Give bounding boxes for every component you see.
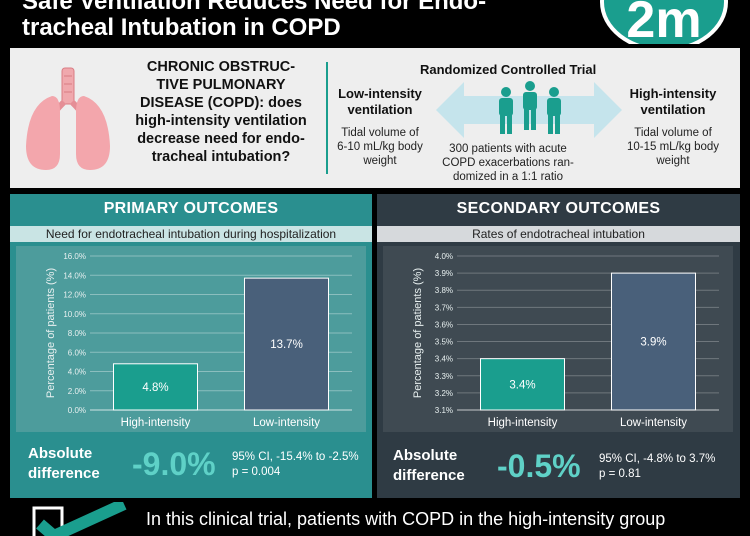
- intro-panel: CHRONIC OBSTRUC- TIVE PULMONARY DISEASE …: [10, 48, 740, 188]
- y-tick-label: 8.0%: [68, 329, 86, 338]
- secondary-bar-chart: 3.1% 3.2% 3.3% 3.4% 3.5% 3.6% 3.7% 3.8% 3.9% 4.0%…: [412, 252, 719, 429]
- arm-title-line: ventilation: [347, 102, 413, 117]
- chart-area: 3.1% 3.2% 3.3% 3.4% 3.5% 3.6% 3.7% 3.8% 3.9% 4.0%…: [383, 246, 733, 432]
- high-intensity-desc: Tidal volume of 10-15 mL/kg body weight: [620, 126, 726, 168]
- bar-low-intensity: [611, 272, 696, 411]
- rct-title: Randomized Controlled Trial: [420, 62, 597, 77]
- comparison-arrow-icon: [436, 81, 622, 138]
- checkmark-icon: [32, 502, 127, 536]
- logo-text: 2m: [626, 0, 702, 44]
- panel-title: PRIMARY OUTCOMES: [103, 200, 279, 217]
- abs-label-line: Absolute: [28, 445, 93, 462]
- confidence-interval: 95% CI, -4.8% to 3.7% p = 0.81: [599, 452, 715, 482]
- question-line: high-intensity ventilation: [135, 113, 307, 129]
- y-tick-label: 4.0%: [435, 252, 453, 261]
- arm-desc-line: 6-10 mL/kg body: [337, 141, 423, 153]
- y-axis-label: Percentage of patients (%): [45, 268, 57, 398]
- y-tick-label: 0.0%: [68, 406, 86, 415]
- p-value: p = 0.004: [232, 466, 281, 478]
- title-line-2: tracheal Intubation in COPD: [22, 14, 341, 41]
- y-tick-label: 3.5%: [435, 338, 453, 347]
- panel-title: SECONDARY OUTCOMES: [456, 200, 661, 217]
- x-tick-label: Low-intensity: [253, 417, 320, 429]
- conclusion-strip: In this clinical trial, patients with CO…: [0, 500, 750, 536]
- conclusion-text: In this clinical trial, patients with CO…: [146, 509, 666, 529]
- question-line: TIVE PULMONARY: [156, 77, 286, 93]
- trial-desc-line: 300 patients with acute: [449, 143, 567, 155]
- bar-value-label: 13.7%: [270, 339, 303, 351]
- low-intensity-desc: Tidal volume of 6-10 mL/kg body weight: [330, 126, 430, 168]
- bar-low-intensity: [244, 277, 329, 411]
- trial-desc-line: domized in a 1:1 ratio: [453, 171, 563, 183]
- p-value: p = 0.81: [599, 468, 641, 480]
- arm-desc-line: 10-15 mL/kg body: [626, 141, 720, 153]
- absolute-difference-label: Absolute difference: [393, 446, 465, 486]
- low-intensity-title: Low-intensity ventilation: [330, 86, 430, 118]
- research-question: CHRONIC OBSTRUC- TIVE PULMONARY DISEASE …: [122, 58, 320, 166]
- y-tick-label: 3.2%: [435, 389, 453, 398]
- y-tick-label: 3.8%: [435, 286, 453, 295]
- primary-bar-chart: 0.0% 2.0% 4.0% 6.0% 8.0% 10.0% 12.0% 14.0% 16.0%…: [45, 252, 352, 429]
- y-tick-label: 3.1%: [435, 406, 453, 415]
- arm-desc-line: Tidal volume of: [341, 127, 419, 139]
- abs-label-line: difference: [28, 465, 100, 482]
- header-banner: Safe Ventilation Reduces Need for Endo- …: [0, 0, 750, 44]
- absolute-difference-value: -9.0%: [132, 446, 216, 482]
- question-line: tracheal intubation?: [151, 149, 291, 165]
- primary-outcomes-panel: PRIMARY OUTCOMES Need for endotracheal i…: [10, 194, 372, 498]
- trial-desc-line: COPD exacerbations ran-: [442, 157, 574, 169]
- bar-high-intensity: [480, 358, 565, 411]
- x-tick-label: High-intensity: [121, 417, 191, 429]
- lungs-icon: [26, 67, 110, 170]
- arm-desc-line: Tidal volume of: [634, 127, 712, 139]
- panel-subtitle: Rates of endotracheal intubation: [377, 226, 740, 242]
- bar-value-label: 3.4%: [509, 379, 535, 391]
- bar-value-label: 3.9%: [640, 337, 666, 349]
- absolute-difference-label: Absolute difference: [28, 444, 100, 484]
- y-tick-label: 3.7%: [435, 303, 453, 312]
- panel-subtitle: Need for endotracheal intubation during …: [10, 226, 372, 242]
- arm-title-line: ventilation: [640, 102, 706, 117]
- y-axis-label: Percentage of patients (%): [412, 268, 424, 398]
- chart-area: 0.0% 2.0% 4.0% 6.0% 8.0% 10.0% 12.0% 14.0% 16.0%…: [16, 246, 366, 432]
- abs-label-line: difference: [393, 467, 465, 484]
- bar-high-intensity: [113, 363, 198, 411]
- confidence-interval: 95% CI, -15.4% to -2.5% p = 0.004: [232, 450, 359, 480]
- y-tick-label: 10.0%: [63, 310, 86, 319]
- question-line: decrease need for endo-: [137, 131, 305, 147]
- y-tick-label: 16.0%: [63, 252, 86, 261]
- y-tick-label: 4.0%: [68, 368, 86, 377]
- question-line: CHRONIC OBSTRUC-: [146, 59, 296, 75]
- y-tick-label: 6.0%: [68, 348, 86, 357]
- ci-text: 95% CI, -4.8% to 3.7%: [599, 453, 716, 465]
- high-intensity-title: High-intensity ventilation: [614, 86, 732, 118]
- arm-desc-line: weight: [656, 155, 690, 167]
- y-tick-label: 3.4%: [435, 355, 453, 364]
- y-tick-label: 14.0%: [63, 271, 86, 280]
- arm-title-line: Low-intensity: [338, 86, 422, 101]
- y-tick-label: 12.0%: [63, 291, 86, 300]
- abs-label-line: Absolute: [393, 447, 458, 464]
- absolute-difference-value: -0.5%: [497, 448, 581, 484]
- title-line-1: Safe Ventilation Reduces Need for Endo-: [22, 0, 487, 15]
- secondary-outcomes-panel: SECONDARY OUTCOMES Rates of endotracheal…: [377, 194, 740, 498]
- trial-description: 300 patients with acute COPD exacerbatio…: [418, 142, 598, 184]
- y-tick-label: 3.9%: [435, 269, 453, 278]
- bar-value-label: 4.8%: [142, 382, 168, 394]
- intro-divider: [326, 62, 328, 174]
- arm-desc-line: weight: [363, 155, 397, 167]
- y-tick-label: 2.0%: [68, 387, 86, 396]
- y-tick-label: 3.6%: [435, 320, 453, 329]
- logo: 2m: [600, 0, 728, 44]
- y-tick-label: 3.3%: [435, 372, 453, 381]
- x-tick-label: Low-intensity: [620, 417, 687, 429]
- arm-title-line: High-intensity: [629, 86, 717, 101]
- x-tick-label: High-intensity: [488, 417, 558, 429]
- question-line: DISEASE (COPD): does: [140, 95, 302, 111]
- ci-text: 95% CI, -15.4% to -2.5%: [232, 451, 359, 463]
